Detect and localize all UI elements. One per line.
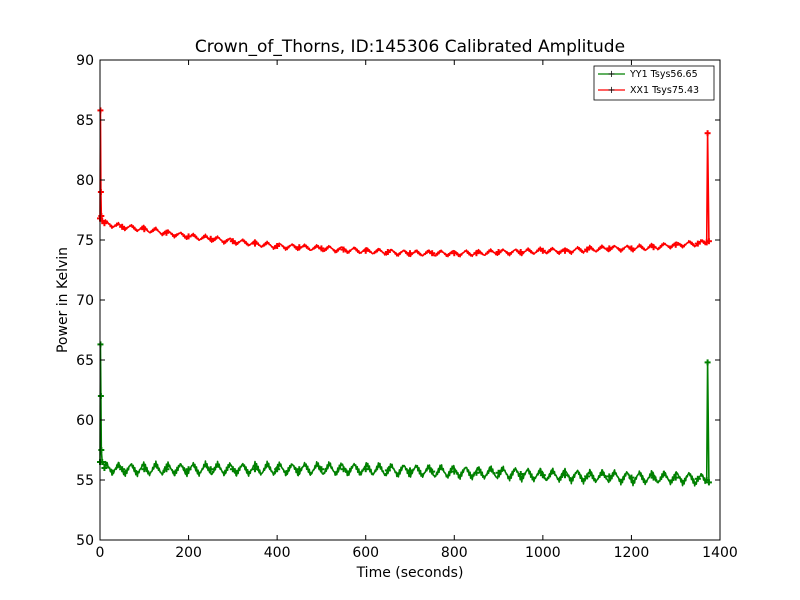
legend-label-xx1: XX1 Tsys75.43	[630, 85, 699, 96]
data-point-yy1-24	[517, 471, 524, 477]
series-line-yy1	[99, 343, 710, 487]
data-point-xx1-19	[407, 250, 413, 257]
y-tick-label-5: 75	[76, 233, 94, 249]
data-point-yy1-18	[384, 467, 391, 474]
data-point-yy1-25	[539, 472, 546, 479]
data-point-xx1-8	[163, 229, 170, 236]
y-axis-label: Power in Kelvin	[55, 247, 71, 353]
legend: + YY1 Tsys56.65 + XX1 Tsys75.43	[593, 65, 715, 101]
data-point-xx1-34	[704, 130, 711, 137]
legend-label-yy1: YY1 Tsys56.65	[629, 69, 698, 80]
data-point-yy1-10	[207, 466, 214, 473]
data-point-yy1-31	[672, 474, 679, 481]
data-point-yy1-17	[362, 466, 369, 473]
data-point-yy1-26	[562, 472, 568, 479]
data-point-yy1-30	[650, 474, 657, 481]
data-point-yy1-15	[318, 466, 325, 473]
data-point-yy1-3	[98, 447, 105, 453]
data-point-xx1-29	[628, 245, 635, 252]
data-point-xx1-20	[429, 250, 436, 257]
data-point-yy1-23	[495, 469, 502, 476]
data-point-xx1-17	[362, 247, 369, 254]
data-point-xx1-14	[296, 244, 303, 251]
y-tick-label-3: 65	[76, 353, 94, 369]
x-tick-label-5: 1000	[525, 545, 561, 561]
x-axis-label: Time (seconds)	[356, 565, 464, 581]
data-point-yy1-5	[101, 465, 108, 471]
data-point-xx1-9	[185, 233, 192, 240]
data-point-yy1-20	[429, 468, 436, 475]
data-point-yy1-32	[694, 475, 701, 482]
data-point-yy1-21	[451, 468, 458, 475]
data-point-xx1-15	[318, 245, 325, 252]
data-point-xx1-5	[101, 220, 108, 227]
data-point-yy1-27	[584, 473, 591, 480]
y-axis: 50 55 60 65 70 75 80 85 90	[76, 53, 720, 549]
x-axis: 0 200 400 600 800 1000 1200 1400	[96, 60, 738, 561]
data-point-yy1-2	[97, 393, 104, 399]
data-point-xx1-23	[495, 249, 502, 255]
x-tick-label-3: 600	[352, 545, 379, 561]
data-point-xx1-25	[539, 247, 546, 254]
data-point-yy1-16	[340, 466, 347, 473]
data-point-yy1-13	[274, 466, 281, 473]
data-point-xx1-10	[207, 235, 214, 242]
series-line-xx1	[99, 109, 710, 258]
y-tick-label-6: 80	[76, 173, 94, 189]
y-tick-label-7: 85	[76, 113, 94, 129]
data-point-xx1-12	[252, 240, 258, 247]
data-point-yy1-35	[705, 479, 712, 486]
data-point-yy1-8	[163, 466, 170, 473]
data-point-yy1-34	[704, 359, 711, 366]
data-point-yy1-14	[296, 466, 303, 473]
chart-title: Crown_of_Thorns, ID:145306 Calibrated Am…	[195, 37, 625, 57]
data-point-xx1-22	[473, 250, 480, 257]
data-point-xx1-26	[562, 247, 568, 254]
data-point-yy1-6	[119, 466, 126, 473]
data-point-xx1-11	[229, 238, 236, 245]
legend-marker-xx1: +	[608, 85, 616, 96]
plot-area	[97, 107, 712, 487]
data-point-yy1-7	[141, 466, 148, 473]
data-point-xx1-7	[141, 226, 148, 233]
data-point-yy1-22	[473, 469, 480, 476]
data-point-xx1-27	[584, 246, 591, 253]
data-point-xx1-32	[694, 240, 701, 247]
data-point-xx1-16	[340, 246, 347, 253]
x-tick-label-0: 0	[96, 545, 105, 561]
data-point-xx1-28	[606, 245, 613, 252]
legend-box	[593, 65, 715, 101]
y-tick-label-4: 70	[76, 293, 94, 309]
data-point-yy1-11	[229, 466, 236, 473]
data-point-yy1-9	[185, 466, 192, 473]
data-point-xx1-24	[517, 249, 524, 255]
data-point-xx1-21	[451, 250, 458, 257]
data-point-yy1-19	[407, 467, 413, 474]
data-point-xx1-13	[274, 243, 281, 249]
data-point-yy1-28	[606, 473, 613, 480]
y-tick-label-1: 55	[76, 473, 94, 489]
data-point-xx1-2	[97, 189, 104, 195]
y-tick-label-0: 50	[76, 533, 94, 549]
data-point-xx1-18	[384, 249, 391, 255]
legend-marker-yy1: +	[608, 69, 616, 80]
x-tick-label-7: 1400	[702, 545, 738, 561]
data-point-xx1-6	[119, 223, 126, 230]
data-point-xx1-35	[705, 238, 712, 245]
x-tick-label-2: 400	[264, 545, 291, 561]
data-point-yy1-29	[628, 474, 635, 481]
x-tick-label-6: 1200	[614, 545, 650, 561]
y-tick-label-2: 60	[76, 413, 94, 429]
data-point-xx1-31	[672, 241, 679, 248]
data-point-xx1-30	[650, 244, 657, 251]
x-tick-label-4: 800	[441, 545, 468, 561]
y-tick-label-8: 90	[76, 53, 94, 69]
x-tick-label-1: 200	[175, 545, 202, 561]
data-point-yy1-12	[252, 466, 258, 473]
